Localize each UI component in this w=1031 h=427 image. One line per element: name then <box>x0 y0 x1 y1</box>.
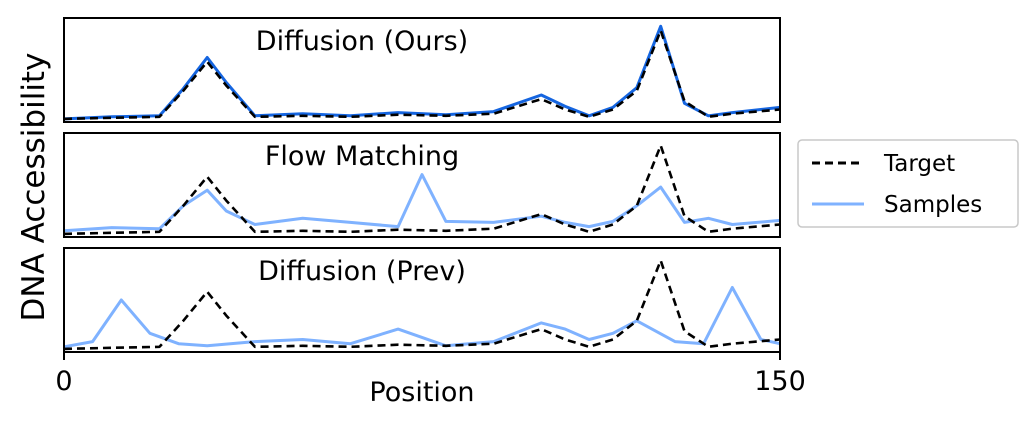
target-line <box>63 144 781 236</box>
y-axis-label: DNA Accessibility <box>16 53 52 322</box>
panel-2: Flow Matching <box>63 132 781 238</box>
panels: Diffusion (Ours) Flow Matching Diffusion (… <box>63 17 781 353</box>
legend-samples-label: Samples <box>884 192 982 218</box>
panel-frame <box>63 247 781 353</box>
panel-1: Diffusion (Ours) <box>63 17 781 123</box>
panel-title: Flow Matching <box>265 141 459 172</box>
target-line <box>63 29 781 121</box>
target-line <box>63 259 781 351</box>
samples-line <box>63 24 781 121</box>
panel-3: Diffusion (Prev) <box>63 247 781 353</box>
panel-title: Diffusion (Ours) <box>256 26 468 57</box>
panel-title: Diffusion (Prev) <box>258 256 466 287</box>
x-tick-label: 0 <box>55 366 72 397</box>
legend: Target Samples <box>797 139 1019 228</box>
samples-line <box>63 173 781 233</box>
samples-line <box>63 286 781 349</box>
x-tick-label: 150 <box>754 366 806 397</box>
x-axis-label: Position <box>369 377 474 408</box>
panel-frame <box>63 132 781 238</box>
panel-frame <box>63 17 781 123</box>
legend-target-label: Target <box>883 151 955 177</box>
